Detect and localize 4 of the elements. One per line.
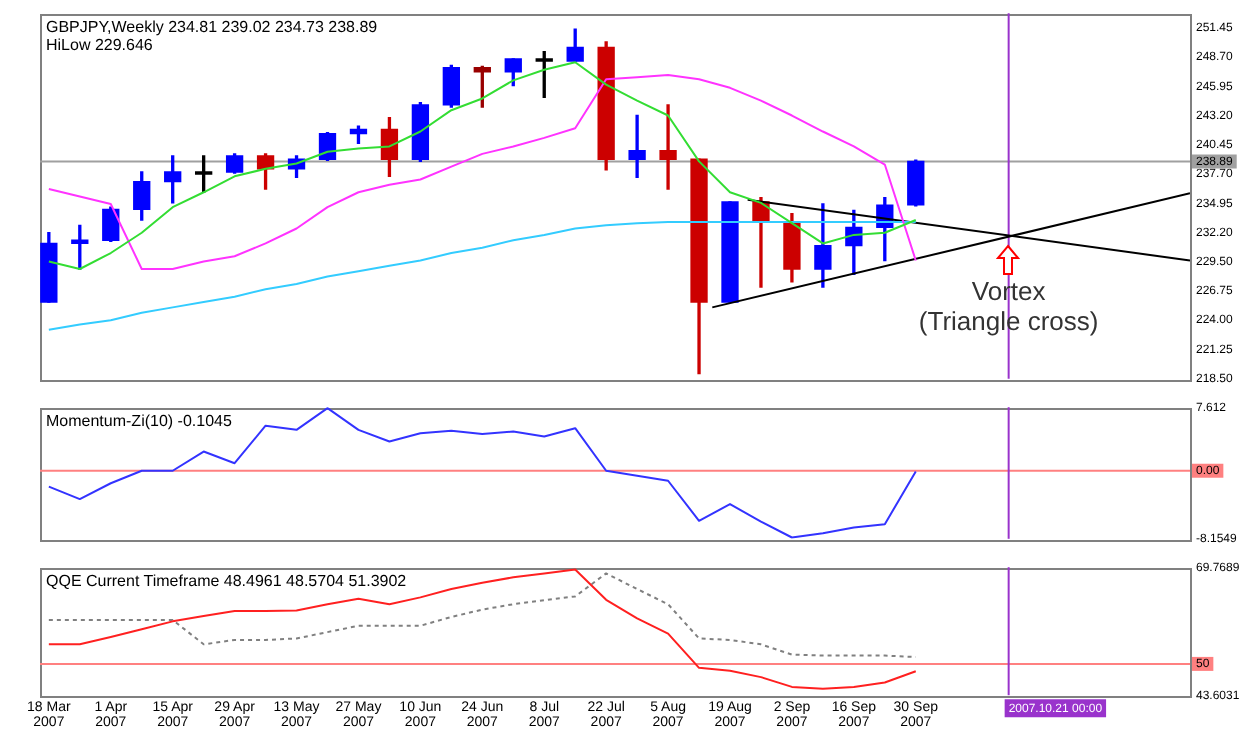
chart-title: GBPJPY,Weekly 234.81 239.02 234.73 238.89 [46, 18, 378, 36]
chart-title: QQE Current Timeframe 48.4961 48.5704 51.3902 [46, 572, 407, 590]
chart-title: Momentum-Zi(10) -0.1045 [46, 412, 232, 430]
text: HiLow 229.646 [46, 36, 153, 54]
